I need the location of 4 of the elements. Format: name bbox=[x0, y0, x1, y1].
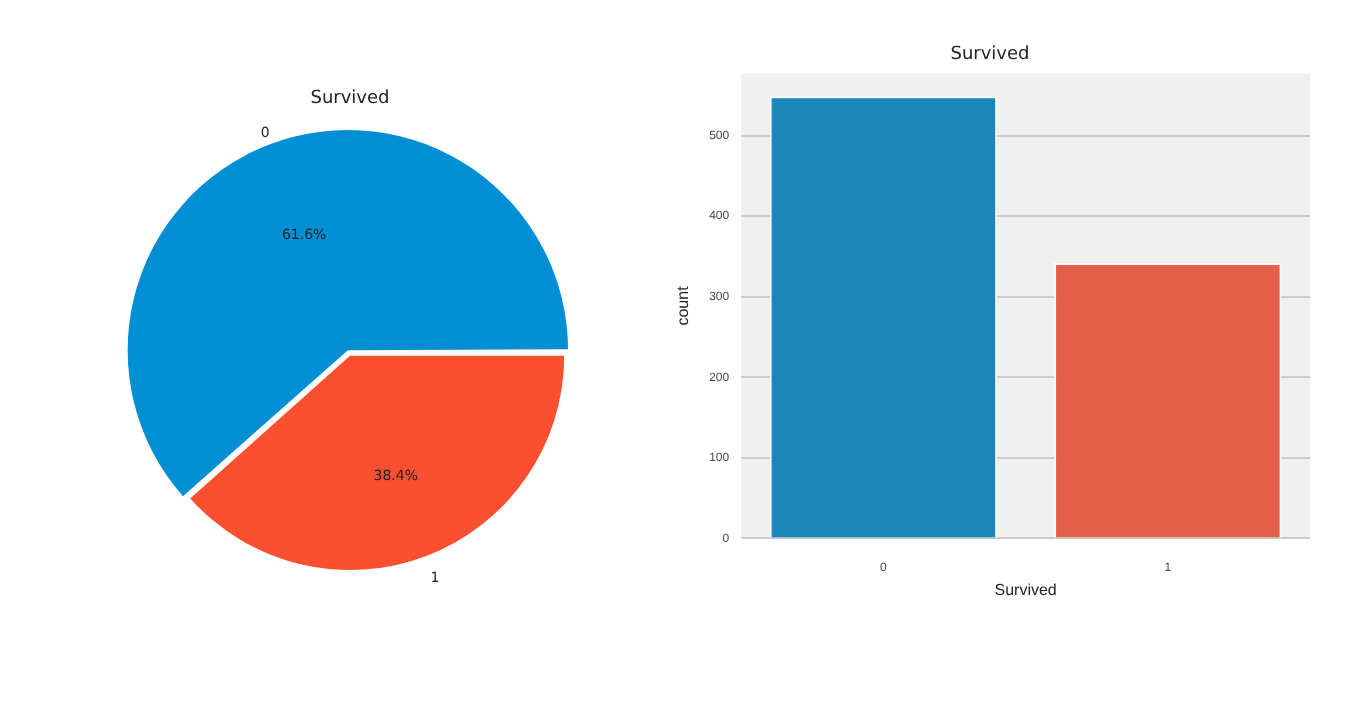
chart-title: Survived bbox=[310, 89, 390, 110]
y-axis-title: count bbox=[674, 284, 693, 326]
x-axis-title: Survived bbox=[994, 580, 1057, 599]
chart-title: Survived bbox=[950, 45, 1030, 66]
